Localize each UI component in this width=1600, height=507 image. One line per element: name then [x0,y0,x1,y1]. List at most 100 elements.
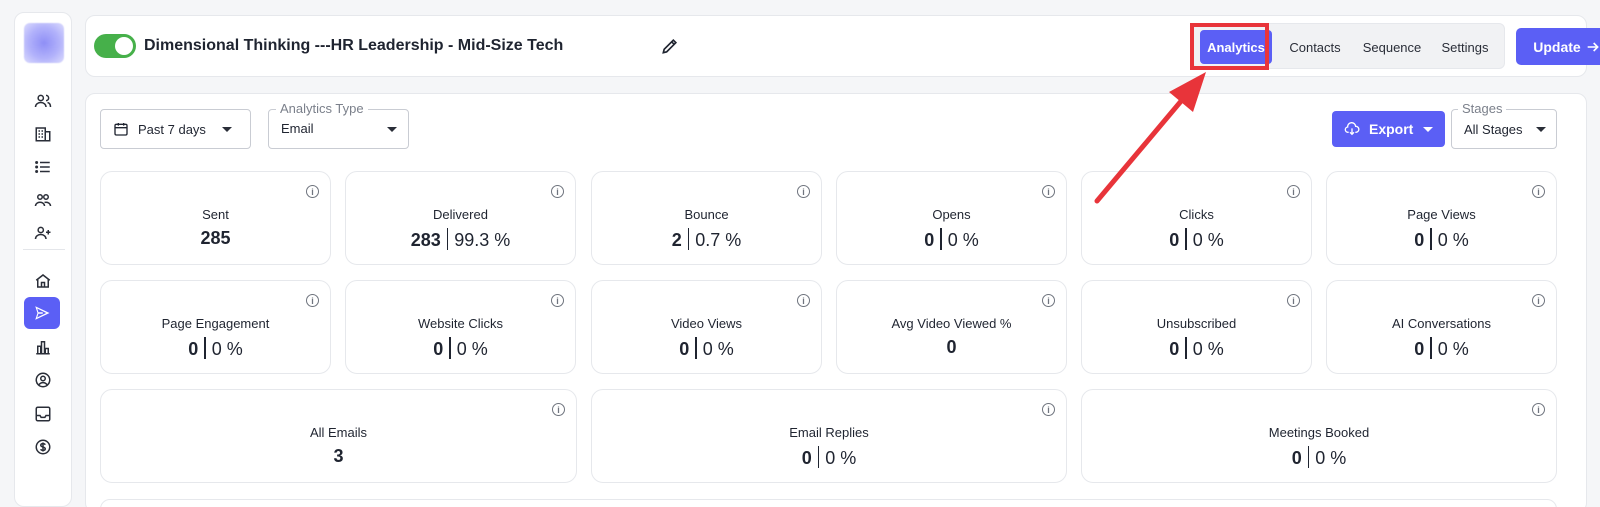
tab-sequence[interactable]: Sequence [1362,39,1422,55]
metric-card-clicks: i Clicks 0 0 % [1081,171,1312,265]
metric-value: 0 0 % [1082,228,1311,251]
edit-pencil-icon[interactable] [660,36,680,56]
analytics-type-label: Analytics Type [276,101,368,116]
info-icon[interactable]: i [306,185,319,198]
value-divider [449,337,451,359]
update-button-label: Update [1533,38,1581,55]
sidebar [14,12,72,507]
export-label: Export [1369,121,1414,137]
value-divider [1185,337,1187,359]
metric-percent: 0.7 % [695,230,742,250]
metric-count: 0 [679,339,690,359]
value-divider [204,337,206,359]
metric-percent: 0 % [1192,339,1224,359]
info-icon[interactable]: i [797,185,810,198]
metric-title: Sent [202,207,229,222]
chevron-down-icon[interactable] [1423,127,1433,132]
metric-title: Email Replies [789,425,869,440]
metric-title: Page Engagement [161,316,270,331]
sidebar-divider [23,249,65,250]
metric-value: 3 [101,446,576,467]
info-icon[interactable]: i [1042,403,1055,416]
metric-value: 0 0 % [346,337,575,360]
info-icon[interactable]: i [552,403,565,416]
info-icon[interactable]: i [1532,294,1545,307]
tab-contacts[interactable]: Contacts [1289,39,1341,55]
value-divider [1430,337,1432,359]
metric-card-meetings-booked: i Meetings Booked 0 0 % [1081,389,1557,483]
metric-title: Meetings Booked [1268,425,1370,440]
add-user-icon[interactable] [29,220,57,246]
date-range-select[interactable]: Past 7 days [100,109,251,149]
info-icon[interactable]: i [551,185,564,198]
metric-card-ai-conversations: i AI Conversations 0 0 % [1326,280,1557,374]
info-icon[interactable]: i [1287,185,1300,198]
metric-value: 0 0 % [1327,228,1556,251]
metric-count: 0 [1169,230,1180,250]
metric-value: 0 0 % [837,228,1066,251]
send-icon[interactable] [24,297,60,329]
building-icon[interactable] [29,121,57,147]
bar-chart-icon[interactable] [29,334,57,360]
metric-card-bounce: i Bounce 2 0.7 % [591,171,822,265]
metric-percent: 0 % [1437,339,1469,359]
stages-label: Stages [1458,101,1507,116]
metric-count: 2 [671,230,682,250]
info-icon[interactable]: i [551,294,564,307]
cloud-download-icon [1344,122,1360,136]
chevron-down-icon [1536,127,1546,132]
info-icon[interactable]: i [1532,185,1545,198]
metric-title: Avg Video Viewed % [891,316,1012,331]
tab-analytics[interactable]: Analytics [1200,30,1272,64]
metric-percent: 0 % [456,339,488,359]
workspace-logo[interactable] [24,23,64,63]
info-icon[interactable]: i [306,294,319,307]
info-icon[interactable]: i [1287,294,1300,307]
user-circle-icon[interactable] [29,367,57,393]
metric-card-all-emails: i All Emails 3 [100,389,577,483]
people-icon[interactable] [29,88,57,114]
info-icon[interactable]: i [1532,403,1545,416]
home-icon[interactable] [29,268,57,294]
metric-card-delivered: i Delivered 283 99.3 % [345,171,576,265]
metric-count: 0 [1414,339,1425,359]
metric-title: Video Views [670,316,743,331]
value-divider [1185,228,1187,250]
annotation-highlight-box [1190,23,1269,70]
metric-card-page-views: i Page Views 0 0 % [1326,171,1557,265]
metric-count: 285 [200,228,231,248]
next-section-card [100,499,1557,507]
metric-percent: 0 % [1437,230,1469,250]
metric-card-unsubscribed: i Unsubscribed 0 0 % [1081,280,1312,374]
metric-value: 0 0 % [101,337,330,360]
metric-percent: 0 % [702,339,734,359]
metric-value: 0 0 % [592,337,821,360]
group-icon[interactable] [29,187,57,213]
info-icon[interactable]: i [1042,185,1055,198]
info-icon[interactable]: i [797,294,810,307]
metric-count: 0 [924,230,935,250]
value-divider [817,446,820,468]
metric-count: 283 [410,230,441,250]
list-icon[interactable] [29,154,57,180]
metric-card-avg-video-viewed: i Avg Video Viewed % 0 [836,280,1067,374]
campaign-active-toggle[interactable] [94,34,136,58]
stages-value: All Stages [1464,122,1523,137]
inbox-icon[interactable] [29,401,57,427]
tab-settings[interactable]: Settings [1441,39,1489,55]
dollar-icon[interactable] [29,434,57,460]
value-divider [446,228,449,250]
export-button[interactable]: Export [1332,111,1445,147]
value-divider [1307,446,1310,468]
arrow-right-icon [1587,41,1599,52]
value-divider [940,228,942,250]
info-icon[interactable]: i [1042,294,1055,307]
campaign-tabs: Analytics Contacts Sequence Settings [1193,23,1505,69]
metric-count: 3 [333,446,344,466]
metric-value: 0 0 % [1082,337,1311,360]
metric-percent: 0 % [1315,448,1347,468]
metric-title: Page Views [1407,207,1476,222]
update-button[interactable]: Update [1516,28,1600,65]
value-divider [695,337,697,359]
metric-card-email-replies: i Email Replies 0 0 % [591,389,1067,483]
